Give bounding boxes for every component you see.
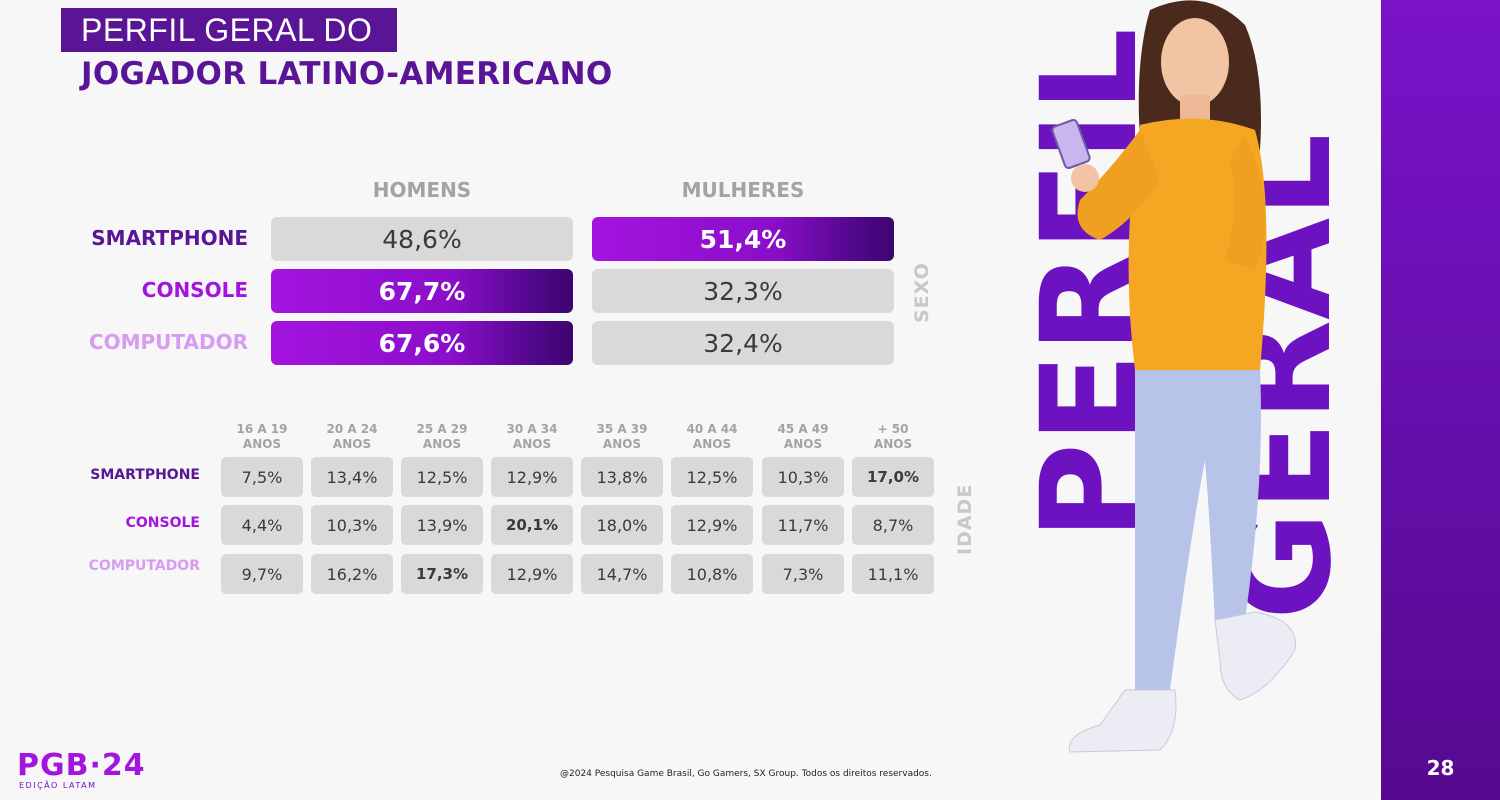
age-column-header-line: + 50 — [877, 422, 909, 436]
age-column-header: 35 A 39 ANOS — [581, 422, 663, 452]
age-value-cell: 11,1% — [852, 554, 934, 594]
column-header-men: HOMENS — [372, 178, 472, 202]
age-value-cell: 20,1% — [491, 505, 573, 545]
age-row-label: SMARTPHONE — [90, 467, 200, 483]
age-column-header: 25 A 29 ANOS — [401, 422, 483, 452]
age-value-cell: 8,7% — [852, 505, 934, 545]
title-banner: PERFIL GERAL DO — [61, 8, 397, 52]
pgb-logo: PGB·24 — [17, 748, 146, 783]
age-value-cell: 10,3% — [762, 457, 844, 497]
age-column-header: 40 A 44 ANOS — [671, 422, 753, 452]
age-value-cell: 12,9% — [491, 554, 573, 594]
age-value-cell: 10,3% — [311, 505, 393, 545]
age-value-cell: 7,5% — [221, 457, 303, 497]
age-column-header-line: ANOS — [873, 437, 913, 451]
age-column-header-line: ANOS — [783, 437, 823, 451]
gender-value-cell: 32,4% — [592, 321, 894, 365]
age-row-label: CONSOLE — [125, 515, 200, 531]
page-number: 28 — [1426, 756, 1455, 780]
age-column-header-line: ANOS — [512, 437, 552, 451]
age-value-cell: 13,4% — [311, 457, 393, 497]
age-value-cell: 17,0% — [852, 457, 934, 497]
age-value-cell: 12,9% — [671, 505, 753, 545]
age-value-cell: 14,7% — [581, 554, 663, 594]
age-column-header-line: 35 A 39 — [596, 422, 648, 436]
age-column-header-line: 40 A 44 — [686, 422, 738, 436]
gender-row-label: COMPUTADOR — [88, 330, 248, 354]
age-column-header: + 50 ANOS — [852, 422, 934, 452]
gender-value-cell: 51,4% — [592, 217, 894, 261]
age-column-header-line: ANOS — [422, 437, 462, 451]
person-photo — [1051, 0, 1296, 753]
age-column-header-line: ANOS — [692, 437, 732, 451]
page-title: JOGADOR LATINO-AMERICANO — [81, 56, 613, 92]
age-value-cell: 13,9% — [401, 505, 483, 545]
right-color-strip — [1381, 0, 1500, 800]
copyright-text: @2024 Pesquisa Game Brasil, Go Gamers, S… — [560, 769, 932, 779]
gender-row-label: CONSOLE — [141, 278, 248, 302]
age-column-header-line: 25 A 29 — [416, 422, 468, 436]
logo-subtitle: EDIÇÃO LATAM — [19, 781, 97, 790]
gender-value-cell: 67,6% — [271, 321, 573, 365]
age-column-header-line: 20 A 24 — [326, 422, 378, 436]
age-column-header-line: 45 A 49 — [777, 422, 829, 436]
column-header-women: MULHERES — [681, 178, 805, 202]
gender-value-cell: 48,6% — [271, 217, 573, 261]
gender-value-cell: 67,7% — [271, 269, 573, 313]
age-value-cell: 4,4% — [221, 505, 303, 545]
age-column-header: 45 A 49 ANOS — [762, 422, 844, 452]
age-column-header: 16 A 19 ANOS — [221, 422, 303, 452]
age-value-cell: 7,3% — [762, 554, 844, 594]
gender-side-label: SEXO — [911, 262, 933, 323]
gender-row-label: SMARTPHONE — [91, 226, 248, 250]
gender-value-cell: 32,3% — [592, 269, 894, 313]
age-value-cell: 13,8% — [581, 457, 663, 497]
age-value-cell: 11,7% — [762, 505, 844, 545]
age-value-cell: 12,5% — [671, 457, 753, 497]
age-value-cell: 10,8% — [671, 554, 753, 594]
age-value-cell: 17,3% — [401, 554, 483, 594]
age-column-header-line: ANOS — [602, 437, 642, 451]
age-column-header-line: ANOS — [332, 437, 372, 451]
age-column-header: 20 A 24 ANOS — [311, 422, 393, 452]
age-column-header: 30 A 34 ANOS — [491, 422, 573, 452]
age-value-cell: 12,5% — [401, 457, 483, 497]
age-value-cell: 18,0% — [581, 505, 663, 545]
age-row-label: COMPUTADOR — [88, 558, 200, 574]
age-value-cell: 9,7% — [221, 554, 303, 594]
age-column-header-line: ANOS — [242, 437, 282, 451]
age-side-label: IDADE — [954, 483, 976, 555]
age-column-header-line: 30 A 34 — [506, 422, 558, 436]
age-column-header-line: 16 A 19 — [236, 422, 288, 436]
age-value-cell: 16,2% — [311, 554, 393, 594]
age-value-cell: 12,9% — [491, 457, 573, 497]
